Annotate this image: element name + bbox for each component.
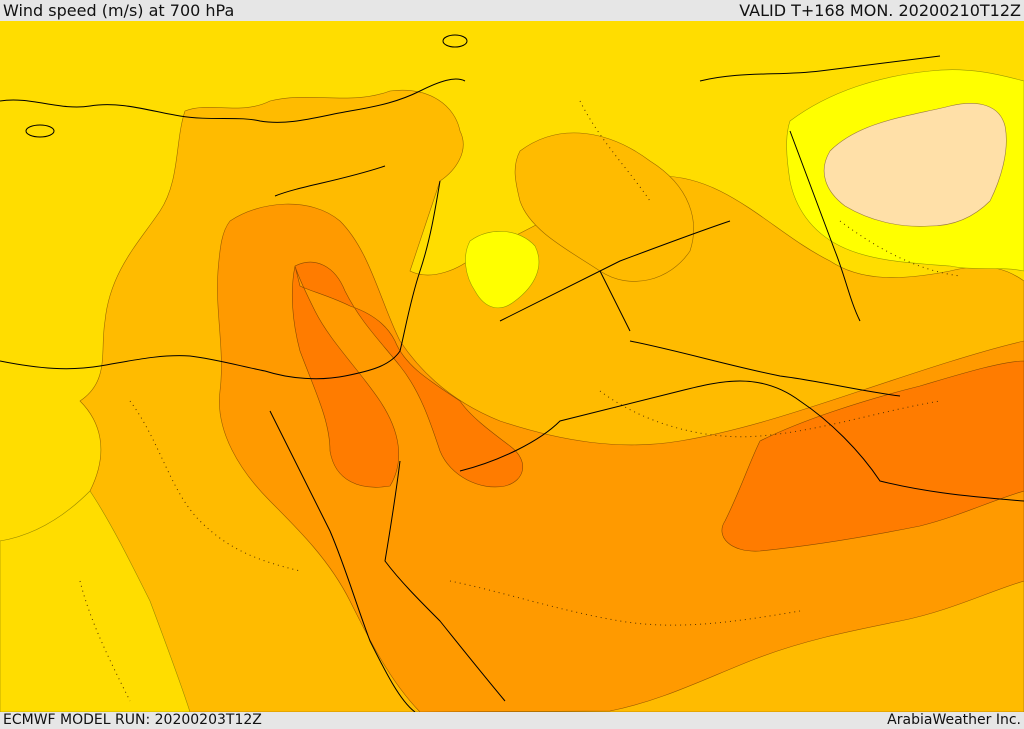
coastline-levant: [0, 180, 441, 380]
border-central: [459, 380, 1024, 502]
model-run: ECMWF MODEL RUN: 20200203T12Z: [3, 712, 262, 728]
wind-band-max-east: [721, 360, 1024, 552]
footer-bar: ECMWF MODEL RUN: 20200203T12Z ArabiaWeat…: [0, 712, 1024, 729]
coastline-red-sea-east: [384, 460, 506, 702]
wind-band-max-west: [291, 261, 524, 488]
dotted-isolines: [79, 100, 961, 702]
coastline-gulf: [789, 130, 861, 322]
border-north: [499, 220, 731, 322]
wind-band-yellow-center: [465, 231, 540, 309]
coastline-upper-east: [699, 55, 941, 82]
wind-band-dark-orange: [217, 203, 1024, 712]
wind-band-yellow-sw: [0, 490, 191, 712]
wind-speed-map[interactable]: [0, 21, 1024, 712]
header-bar: Wind speed (m/s) at 700 hPa VALID T+168 …: [0, 0, 1024, 22]
coastline-north: [0, 78, 466, 123]
coastline-red-sea-west: [269, 410, 416, 712]
valid-time: VALID T+168 MON. 20200210T12Z: [739, 1, 1021, 20]
border-east: [629, 340, 901, 397]
islands: [25, 34, 468, 197]
border-iraq: [599, 270, 631, 332]
credit: ArabiaWeather Inc.: [887, 712, 1021, 728]
coastlines-borders: [0, 55, 1024, 712]
wind-band-orange-north: [514, 132, 694, 282]
map-title: Wind speed (m/s) at 700 hPa: [3, 1, 235, 20]
wind-band-calm: [823, 103, 1007, 227]
